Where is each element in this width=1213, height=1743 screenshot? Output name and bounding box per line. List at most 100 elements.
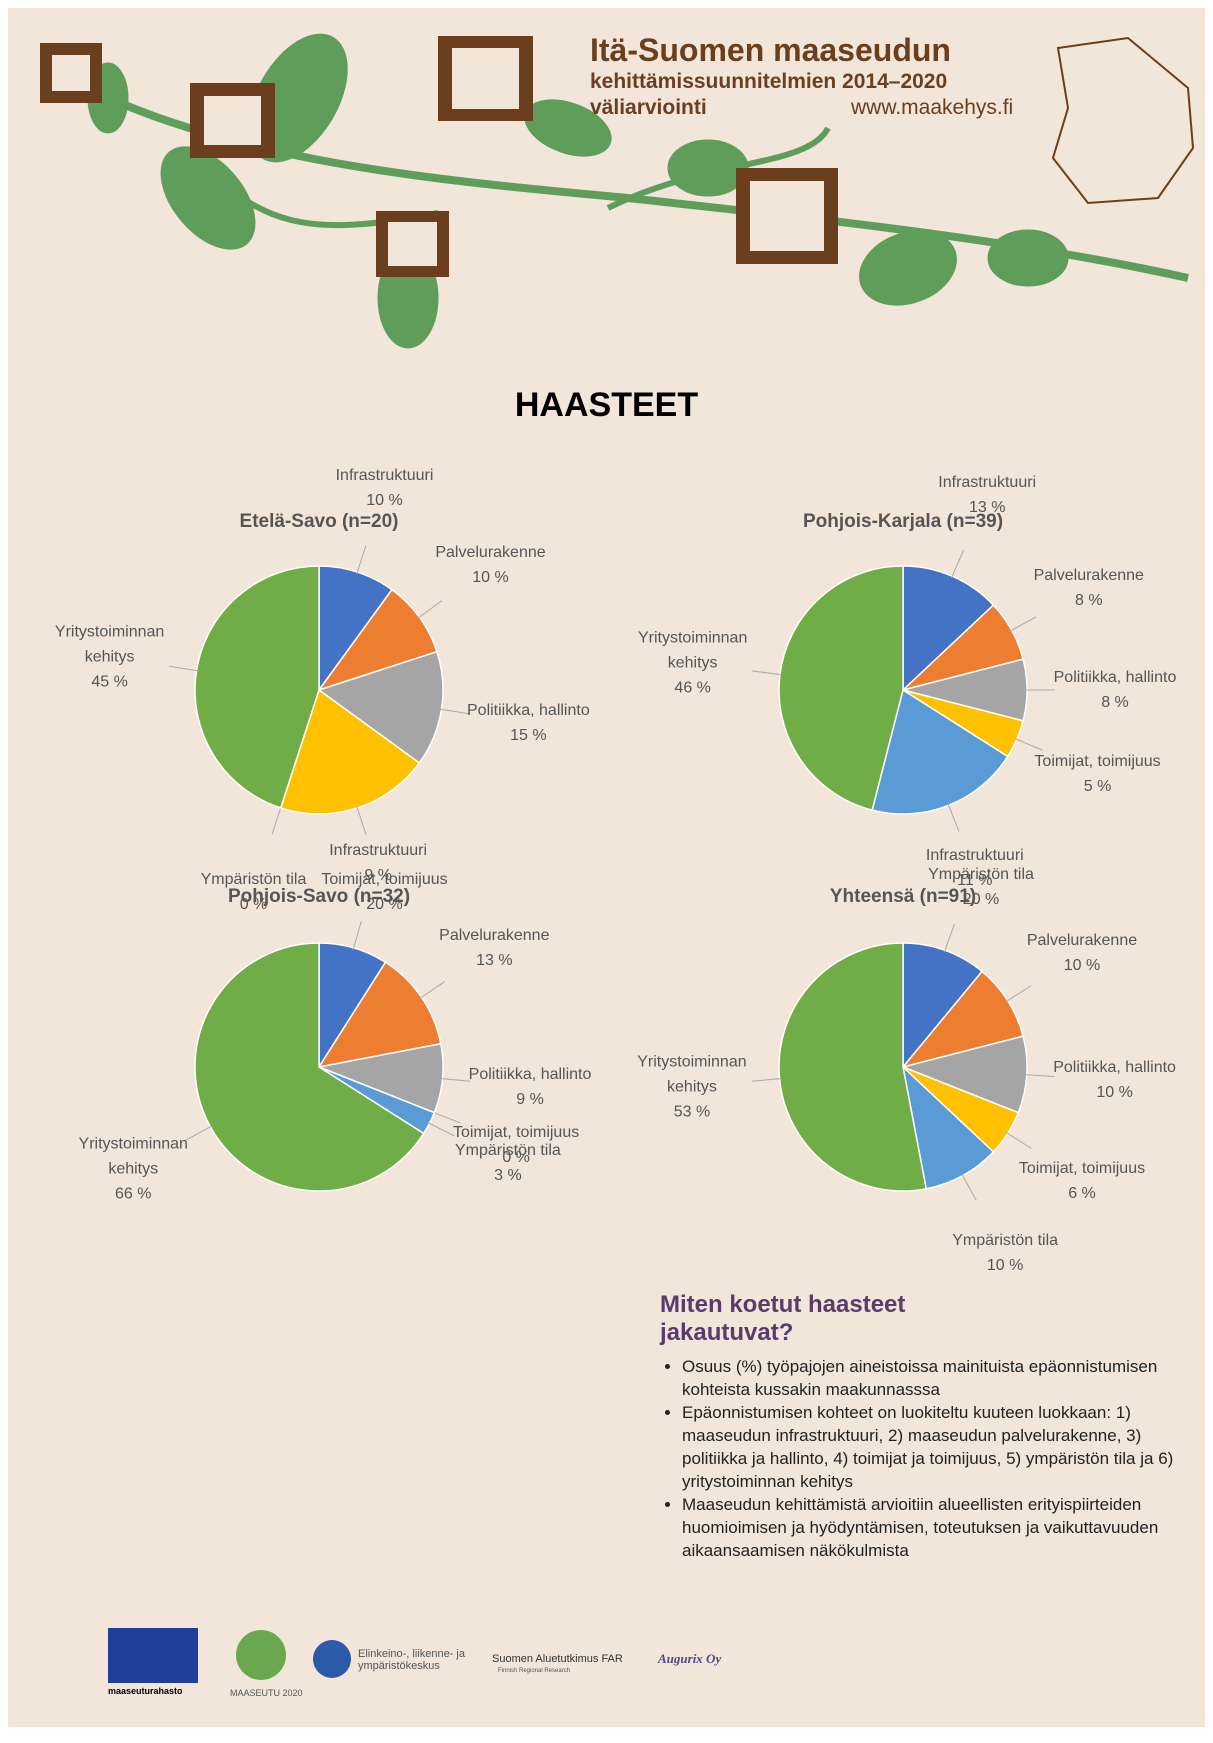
category-label: Yritystoiminnan kehitys bbox=[637, 1053, 747, 1096]
info-list: Osuus (%) työpajojen aineistoissa mainit… bbox=[660, 1355, 1180, 1562]
slice-label: Politiikka, hallinto 9 % bbox=[455, 1062, 605, 1112]
bullet: Osuus (%) työpajojen aineistoissa mainit… bbox=[682, 1355, 1180, 1401]
leader-line bbox=[432, 1111, 461, 1124]
slice-label: Ympäristön tila 20 % bbox=[906, 862, 1056, 912]
chart-title: Etelä-Savo (n=20) bbox=[239, 511, 399, 532]
value-label: 20 % bbox=[366, 895, 403, 913]
slice-label: Politiikka, hallinto 15 % bbox=[453, 698, 603, 748]
info-box: Miten koetut haasteet jakautuvat? Osuus … bbox=[660, 1291, 1180, 1562]
category-label: Yritystoiminnan kehitys bbox=[637, 629, 748, 672]
value-label: 11 % bbox=[957, 871, 993, 889]
value-label: 6 % bbox=[1068, 1184, 1096, 1202]
logo-text: maaseuturahasto bbox=[108, 1686, 183, 1696]
category-label: Infrastruktuuri bbox=[335, 467, 434, 485]
slice-label: Yritystoiminnan kehitys 45 % bbox=[35, 619, 185, 694]
value-label: 8 % bbox=[1074, 591, 1103, 609]
leader-line bbox=[751, 1077, 782, 1082]
slice-label: Ympäristön tila 0 % bbox=[178, 867, 328, 917]
value-label: 15 % bbox=[510, 727, 547, 745]
category-label: Ympäristön tila bbox=[952, 1231, 1059, 1249]
value-label: 10 % bbox=[1063, 957, 1101, 975]
category-label: Politiikka, hallinto bbox=[1053, 669, 1177, 686]
leader-line bbox=[752, 670, 783, 676]
slice-label: Infrastruktuuri 9 % bbox=[303, 838, 453, 888]
logo bbox=[236, 1630, 286, 1680]
slice-label: Palvelurakenne 8 % bbox=[1014, 563, 1164, 613]
leader-line bbox=[950, 550, 964, 579]
leader-line bbox=[427, 1121, 455, 1137]
slice-label: Toimijat, toimijuus 0 % bbox=[441, 1120, 591, 1170]
category-label: Infrastruktuuri bbox=[938, 474, 1037, 492]
leader-line bbox=[440, 1077, 471, 1082]
category-label: Toimijat, toimijuus bbox=[1018, 1159, 1146, 1177]
leader-line bbox=[356, 545, 367, 575]
logo-text: Elinkeino-, liikenne- ja ympäristökeskus bbox=[358, 1648, 465, 1672]
value-label: 0 % bbox=[502, 1149, 530, 1167]
logo-text: Suomen Aluetutkimus FAR bbox=[492, 1653, 623, 1665]
category-label: Ympäristön tila bbox=[928, 866, 1034, 884]
bullet: Epäonnistumisen kohteet on luokiteltu ku… bbox=[682, 1401, 1180, 1493]
logo-text: Augurix Oy bbox=[658, 1651, 722, 1666]
poster: Itä-Suomen maaseudun kehittämissuunnitel… bbox=[8, 8, 1205, 1727]
leader-line bbox=[961, 1173, 977, 1201]
category-label: Infrastruktuuri bbox=[925, 846, 1024, 864]
value-label: 53 % bbox=[673, 1103, 711, 1121]
leader-line bbox=[271, 805, 282, 835]
value-label: 8 % bbox=[1101, 694, 1129, 711]
slice-label: Infrastruktuuri 11 % bbox=[900, 843, 1050, 893]
slice-label: Ympäristön tila 3 % bbox=[433, 1138, 583, 1188]
value-label: 45 % bbox=[91, 673, 128, 691]
logo bbox=[313, 1640, 351, 1678]
category-label: Toimijat, toimijuus bbox=[452, 1124, 580, 1142]
value-label: 10 % bbox=[472, 569, 509, 587]
leader-line bbox=[417, 600, 443, 619]
leader-line bbox=[943, 923, 955, 953]
chart-title: Yhteensä (n=91) bbox=[829, 886, 977, 907]
category-label: Palvelurakenne bbox=[435, 544, 546, 562]
slice-label: Ympäristön tila 10 % bbox=[930, 1228, 1080, 1278]
category-label: Yritystoiminnan kehitys bbox=[54, 623, 165, 666]
value-label: 13 % bbox=[968, 499, 1006, 517]
logo-text: Finnish Regional Research bbox=[498, 1668, 571, 1674]
leader-line bbox=[185, 1125, 213, 1141]
slice-label: Toimijat, toimijuus 6 % bbox=[1007, 1156, 1157, 1206]
slice-label: Politiikka, hallinto 8 % bbox=[1040, 665, 1190, 715]
header-subtitle: kehittämissuunnitelmien 2014–2020 bbox=[590, 70, 948, 93]
chart-title: Pohjois-Karjala (n=39) bbox=[802, 511, 1004, 532]
category-label: Palvelurakenne bbox=[1033, 566, 1144, 584]
value-label: 20 % bbox=[962, 891, 1000, 909]
bullet: Maaseudun kehittämistä arvioitiin alueel… bbox=[682, 1493, 1180, 1562]
value-label: 13 % bbox=[476, 951, 513, 969]
slice-label: Toimijat, toimijuus 20 % bbox=[310, 867, 460, 917]
value-label: 5 % bbox=[1083, 778, 1112, 796]
leader-line bbox=[168, 665, 199, 672]
eu-flag bbox=[108, 1628, 198, 1683]
header-url: www.maakehys.fi bbox=[851, 96, 1014, 119]
slice-label: Toimijat, toimijuus 5 % bbox=[1023, 749, 1173, 799]
value-label: 10 % bbox=[1096, 1084, 1133, 1102]
value-label: 3 % bbox=[494, 1167, 522, 1185]
leader-line bbox=[352, 920, 362, 950]
category-label: Palvelurakenne bbox=[439, 926, 550, 944]
category-label: Politiikka, hallinto bbox=[1053, 1059, 1176, 1077]
leader-line bbox=[947, 803, 960, 832]
value-label: 9 % bbox=[364, 867, 392, 885]
value-label: 66 % bbox=[114, 1185, 152, 1203]
map bbox=[1051, 36, 1195, 205]
value-label: 0 % bbox=[239, 895, 268, 913]
info-title: Miten koetut haasteet jakautuvat? bbox=[660, 1291, 906, 1346]
category-label: Politiikka, hallinto bbox=[468, 1065, 592, 1083]
slice-label: Yritystoiminnan kehitys 66 % bbox=[58, 1132, 208, 1207]
chart-title: Pohjois-Savo (n=32) bbox=[227, 886, 411, 907]
leader-line bbox=[356, 805, 367, 835]
slice-label: Palvelurakenne 10 % bbox=[1007, 928, 1157, 978]
slice-label: Infrastruktuuri 13 % bbox=[912, 470, 1062, 520]
leader-line bbox=[1024, 1074, 1055, 1078]
leader-line bbox=[419, 981, 445, 999]
slice-label: Yritystoiminnan kehitys 53 % bbox=[617, 1049, 767, 1124]
leader-line bbox=[439, 708, 470, 715]
heading: HAASTEET bbox=[514, 386, 699, 424]
icons bbox=[40, 36, 838, 277]
category-label: Palvelurakenne bbox=[1026, 932, 1138, 950]
slice-label: Palvelurakenne 10 % bbox=[416, 540, 566, 590]
